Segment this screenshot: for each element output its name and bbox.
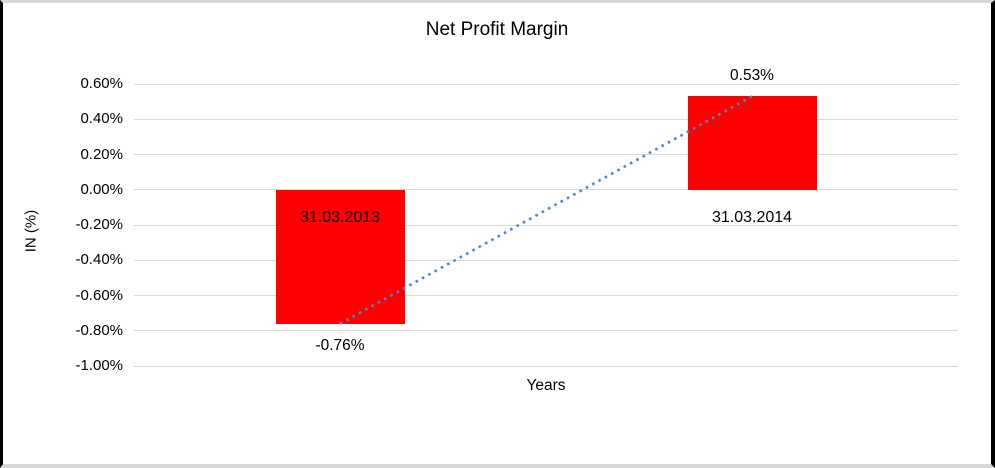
y-tick-label: -0.80% — [75, 321, 123, 339]
bar-31.03.2013 — [275, 189, 405, 324]
gridline — [134, 330, 958, 332]
y-tick-label: 0.60% — [80, 75, 123, 92]
y-tick-label: 0.20% — [80, 145, 123, 163]
y-tick-label: -0.20% — [75, 216, 123, 233]
chart-title: Net Profit Margin — [425, 19, 569, 40]
gridline — [134, 295, 958, 296]
gridline — [134, 189, 958, 191]
plot-area: 31.03.2013 -0.76% 31.03.2014 0.53% — [134, 67, 958, 367]
gridline — [134, 259, 958, 261]
y-tick-label: -0.60% — [75, 286, 123, 304]
category-label: 31.03.2013 — [299, 208, 381, 226]
y-tick-label: -1.00% — [75, 357, 123, 374]
y-tick-label: 0.00% — [80, 180, 123, 198]
data-label: 0.53% — [730, 67, 774, 85]
y-tick-label: 0.40% — [80, 110, 123, 128]
category-label: 31.03.2014 — [711, 208, 793, 226]
data-label: -0.76% — [315, 336, 365, 354]
gridline — [134, 83, 958, 85]
gridline — [134, 365, 958, 367]
y-tick-label: -0.40% — [75, 251, 123, 269]
bar-31.03.2014 — [687, 96, 817, 190]
x-axis-title: Years — [526, 377, 566, 394]
gridline — [134, 154, 958, 155]
gridline — [134, 224, 958, 226]
gridline — [134, 118, 958, 120]
